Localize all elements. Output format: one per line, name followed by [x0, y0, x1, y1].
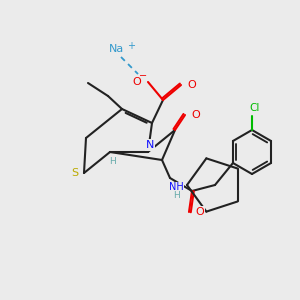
Text: +: + — [127, 41, 135, 51]
Text: H: H — [109, 157, 116, 166]
Text: NH: NH — [169, 182, 183, 192]
Text: O: O — [196, 207, 204, 217]
Text: O: O — [133, 77, 141, 87]
Text: N: N — [146, 140, 154, 150]
Text: O: O — [192, 110, 200, 120]
Text: S: S — [71, 168, 79, 178]
Text: H: H — [172, 191, 179, 200]
Text: Na: Na — [110, 44, 124, 54]
Text: O: O — [188, 80, 196, 90]
Text: Cl: Cl — [250, 103, 260, 113]
Text: −: − — [139, 71, 147, 81]
